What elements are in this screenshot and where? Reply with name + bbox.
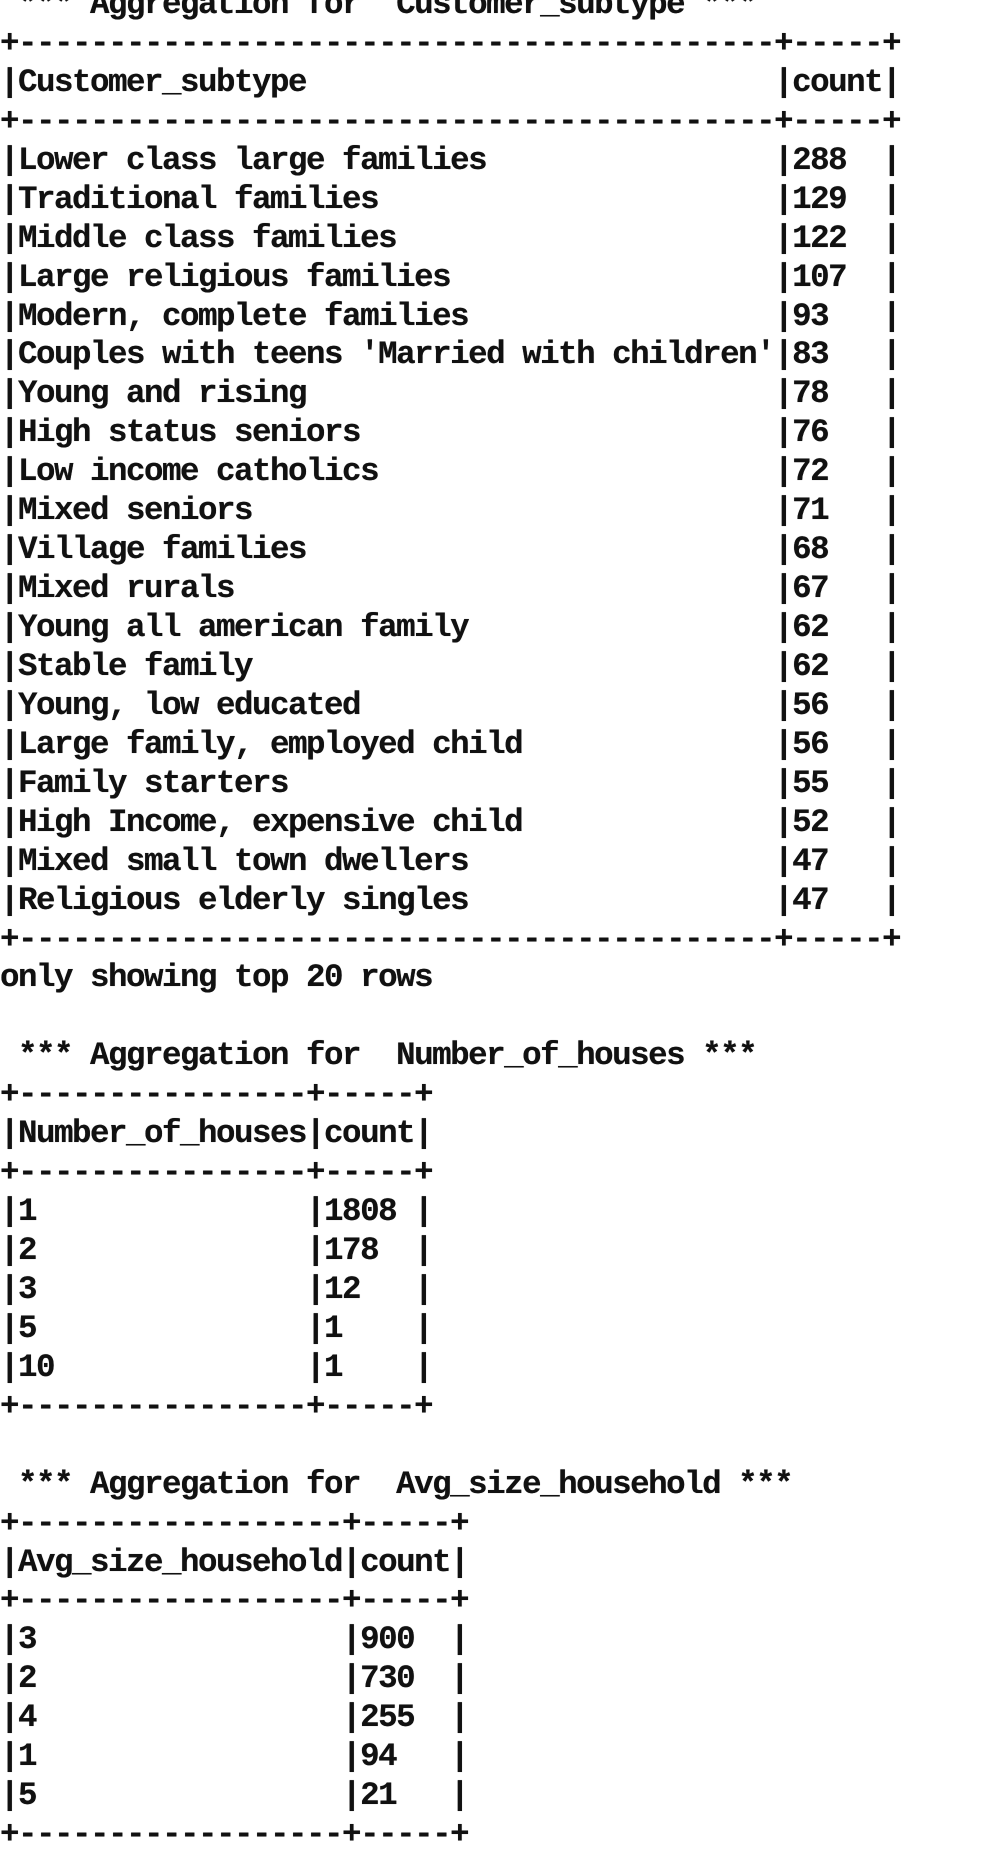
console-line: +------------------+-----+ (0, 1504, 470, 1542)
console-line: *** Aggregation for Number_of_houses *** (0, 1037, 758, 1075)
console-line: |3 |12 | (0, 1270, 434, 1308)
console-line: |High status seniors |76 | (0, 414, 902, 452)
console-line: |2 |730 | (0, 1660, 470, 1698)
console-line: |2 |178 | (0, 1232, 434, 1269)
console-line: +----------------+-----+ (0, 1154, 434, 1192)
console-line: +----------------+-----+ (0, 1076, 434, 1114)
console-line: +----------------+-----+ (0, 1387, 434, 1425)
console-line: |Mixed small town dwellers |47 | (0, 842, 902, 880)
console-line: |10 |1 | (0, 1348, 434, 1386)
console-line: +------------------+-----+ (0, 1816, 470, 1854)
console-line: |Middle class families |122 | (0, 219, 902, 257)
console-line: |Large religious families |107 | (0, 258, 902, 296)
console-line: only showing top 20 rows (0, 959, 434, 997)
console-line: |5 |21 | (0, 1777, 470, 1815)
console-line: +---------------------------------------… (0, 24, 902, 62)
console-line: |3 |900 | (0, 1621, 470, 1659)
console-output: *** Aggregation for Customer_subtype ***… (0, 0, 902, 1854)
console-line: +---------------------------------------… (0, 102, 902, 140)
console-line: |Family starters |55 | (0, 764, 902, 802)
console-line: |1 |1808 | (0, 1193, 434, 1231)
console-line: |Avg_size_household|count| (0, 1543, 470, 1581)
console-line: |Young and rising |78 | (0, 375, 902, 413)
console-line: |High Income, expensive child |52 | (0, 803, 902, 841)
console-line: |Couples with teens 'Married with childr… (0, 336, 902, 374)
console-line (0, 1427, 900, 1466)
console-line: |Customer_subtype |count| (0, 63, 902, 101)
console-line: |Mixed rurals |67 | (0, 570, 902, 608)
console-line: +---------------------------------------… (0, 920, 902, 958)
console-line: |Religious elderly singles |47 | (0, 881, 902, 919)
console-line: |Mixed seniors |71 | (0, 492, 902, 530)
console-line: |Number_of_houses|count| (0, 1115, 434, 1153)
console-line: |Young all american family |62 | (0, 609, 902, 646)
console-line: |1 |94 | (0, 1738, 470, 1776)
console-line: |Large family, employed child |56 | (0, 725, 902, 763)
console-line: *** Aggregation for Avg_size_household *… (0, 1465, 794, 1503)
console-line: +------------------+-----+ (0, 1582, 470, 1620)
console-line: |5 |1 | (0, 1309, 434, 1347)
console-line: |Traditional families |129 | (0, 180, 902, 218)
console-line: *** Aggregation for Customer_subtype *** (0, 0, 758, 23)
console-line: |Modern, complete families |93 | (0, 297, 902, 335)
console-line: |4 |255 | (0, 1699, 470, 1737)
console-line: |Stable family |62 | (0, 647, 902, 685)
console-line: |Young, low educated |56 | (0, 686, 902, 724)
console-line: |Village families |68 | (0, 531, 902, 569)
console-line: |Lower class large families |288 | (0, 141, 902, 179)
console-line: |Low income catholics |72 | (0, 453, 902, 491)
console-line (0, 998, 900, 1037)
